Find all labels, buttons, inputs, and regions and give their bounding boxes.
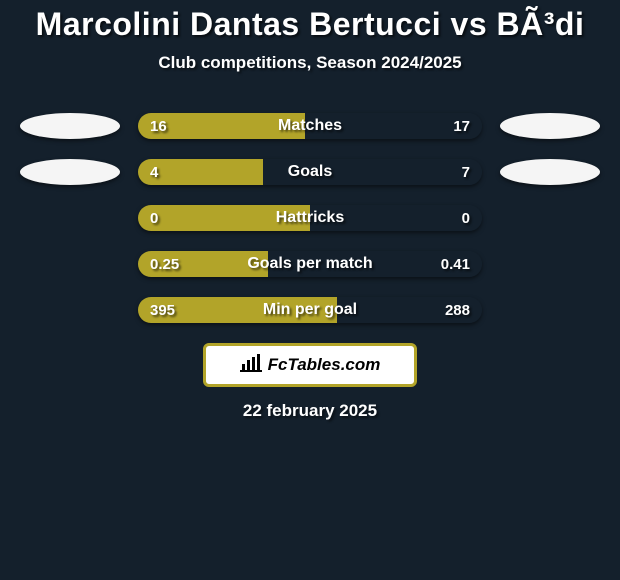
stat-bar-left-fill — [138, 159, 263, 185]
stat-bar: Goals per match0.250.41 — [138, 251, 482, 277]
stat-bar: Hattricks00 — [138, 205, 482, 231]
player-left-avatar — [20, 159, 120, 185]
page-subtitle: Club competitions, Season 2024/2025 — [0, 53, 620, 73]
stat-bar: Goals47 — [138, 159, 482, 185]
stat-bar-right-fill — [268, 251, 482, 277]
stat-bar-right-fill — [337, 297, 482, 323]
player-right-avatar — [500, 113, 600, 139]
stat-row: Goals47 — [0, 159, 620, 185]
site-badge[interactable]: FcTables.com — [203, 343, 417, 387]
stat-bar: Matches1617 — [138, 113, 482, 139]
bar-chart-icon — [240, 354, 262, 377]
stat-bar-left-fill — [138, 297, 337, 323]
stat-bar-left-fill — [138, 205, 310, 231]
stat-rows: Matches1617 Goals47 Hattricks00 Goals per m… — [0, 113, 620, 323]
stat-row: Goals per match0.250.41 — [0, 251, 620, 277]
stat-bar-left-fill — [138, 251, 268, 277]
stat-bar-right-fill — [305, 113, 482, 139]
player-right-avatar — [500, 159, 600, 185]
stat-bar: Min per goal395288 — [138, 297, 482, 323]
stat-bar-left-fill — [138, 113, 305, 139]
player-left-avatar — [20, 113, 120, 139]
stat-bar-right-fill — [263, 159, 482, 185]
stat-row: Matches1617 — [0, 113, 620, 139]
stat-row: Min per goal395288 — [0, 297, 620, 323]
infographic-root: Marcolini Dantas Bertucci vs BÃ³di Club … — [0, 0, 620, 421]
date-text: 22 february 2025 — [0, 401, 620, 421]
stat-bar-right-fill — [310, 205, 482, 231]
page-title: Marcolini Dantas Bertucci vs BÃ³di — [0, 6, 620, 43]
stat-row: Hattricks00 — [0, 205, 620, 231]
site-name: FcTables.com — [268, 355, 381, 375]
